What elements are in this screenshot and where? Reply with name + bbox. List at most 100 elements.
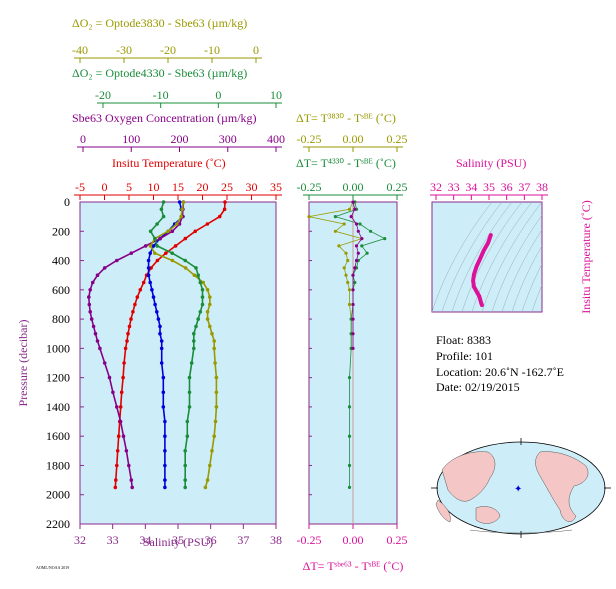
do2_3830-profile-point <box>208 463 212 468</box>
delta-t-point-1 <box>358 222 362 226</box>
oxygen-profile-point <box>87 295 91 299</box>
salinity-profile-point <box>156 317 161 321</box>
temperature-axis-label: Insitu Temperature (˚C) <box>112 156 226 170</box>
do2_4330-profile-point <box>200 302 205 307</box>
salinity-profile-point <box>163 449 167 453</box>
delta-t-point-0 <box>342 222 346 226</box>
temperature-profile-point <box>127 324 132 329</box>
pressure-tick-label: 1200 <box>46 371 70 385</box>
temperature-profile-point <box>149 266 153 270</box>
do2-4330-axis-label: ΔO₂ = Optode4330 - Sbe63 (µm/kg) <box>72 66 247 80</box>
do2_3830-profile-point <box>213 361 217 365</box>
ts-temperature-tick-label: 5 <box>552 289 558 303</box>
temperature-profile-point <box>116 434 121 439</box>
dt-4330-axis-label: ΔT= T⁴³³⁰ - Tˢᴮᴱ (˚C) <box>296 156 396 170</box>
header-axes: -40 -30 -20 -10 0-20 -10 0 100 100 200 300 400-5 0 5 1… <box>72 43 548 200</box>
do2_3830-profile-point <box>179 214 183 219</box>
temperature-profile-point <box>129 317 133 321</box>
delta-t-series <box>307 200 387 489</box>
delta-t-point-2 <box>353 266 357 270</box>
do2_3830-profile-point <box>208 295 212 299</box>
pressure-tick-label: 2200 <box>46 517 70 531</box>
salinity-profile-point <box>161 375 166 380</box>
oxygen-profile-point <box>111 390 115 395</box>
salinity-profile-point <box>177 200 182 204</box>
salinity-profile-point <box>163 485 167 490</box>
delta-t-point-1 <box>347 485 352 489</box>
salinity-top-axis-tick-label: 32 <box>430 180 442 194</box>
temperature-axis-tick-label: 30 <box>246 180 258 194</box>
delta-t-point-0 <box>337 244 341 248</box>
do2_4330-profile-point <box>194 324 198 329</box>
salinity-profile-point <box>146 273 151 278</box>
do2_4330-profile-point <box>170 251 174 255</box>
ts-temperature-axis-label: Insitu Temperature (˚C) <box>579 200 593 314</box>
delta-t-point-1 <box>333 215 337 219</box>
salinity-top-axis-label: Salinity (PSU) <box>456 156 526 170</box>
oxygen-profile-point <box>90 280 95 285</box>
salinity-top-axis-tick-label: 38 <box>536 180 548 194</box>
dt-3830-axis-tick-label: 0.00 <box>343 132 364 146</box>
oxygen-profile-point <box>130 485 134 490</box>
do2_3830-profile-point <box>212 339 216 343</box>
do2_3830-profile-point <box>214 375 219 380</box>
do2_4330-profile-point <box>183 478 187 482</box>
delta-t-point-1 <box>347 405 352 409</box>
delta-t-point-0 <box>333 229 337 233</box>
temperature-profile-point <box>138 288 143 292</box>
salinity-profile-point <box>148 280 152 285</box>
oxygen-axis-tick-label: 400 <box>267 132 285 146</box>
oxygen-axis-tick-label: 300 <box>219 132 237 146</box>
salinity-tick-label: 35 <box>172 533 184 547</box>
salinity-profile-point <box>163 434 167 439</box>
salinity-profile-point <box>155 310 159 314</box>
delta-t-point-1 <box>360 244 364 248</box>
do2_3830-profile-point <box>183 266 188 270</box>
delta-t-point-2 <box>349 215 353 219</box>
temperature-axis-tick-label: 5 <box>126 180 132 194</box>
delta-t-point-2 <box>356 229 360 233</box>
pressure-tick-label: 0 <box>64 195 70 209</box>
do2_4330-profile-point <box>183 258 187 263</box>
salinity-tick-label: 32 <box>74 533 86 547</box>
salinity-profile-point <box>150 288 154 292</box>
salinity-profile-point <box>158 324 162 329</box>
delta-t-point-2 <box>351 200 355 204</box>
do2_3830-profile-point <box>203 485 208 490</box>
oxygen-profile-point <box>121 434 126 439</box>
salinity-top-axis-tick-label: 33 <box>448 180 460 194</box>
oxygen-profile-point <box>115 258 119 263</box>
temperature-axis-tick-label: 20 <box>197 180 209 194</box>
delta-t-point-0 <box>346 258 350 263</box>
ts-temperature-tick-label: 30 <box>552 211 564 225</box>
profile-panel <box>79 201 277 525</box>
salinity-profile-point <box>158 331 162 336</box>
oxygen-profile-point <box>102 266 107 270</box>
do2_3830-profile-point <box>208 324 212 329</box>
do2_4330-profile-point <box>183 463 187 468</box>
delta-t-point-1 <box>347 376 352 380</box>
delta-t-tick-label: 0.25 <box>387 533 408 547</box>
salinity-profile-point <box>151 244 156 248</box>
temperature-axis-tick-label: -5 <box>75 180 85 194</box>
delta-t-point-0 <box>347 207 352 211</box>
oxygen-profile-point <box>89 317 94 321</box>
do2_3830-profile-point <box>192 273 197 278</box>
do2-3830-axis-tick-label: -30 <box>116 43 132 57</box>
salinity-profile-point <box>148 251 152 255</box>
salinity-axis-label: Salinity (PSU) <box>143 535 213 549</box>
delta-t-point-0 <box>307 215 311 219</box>
oxygen-profile-point <box>95 273 100 278</box>
do2_4330-profile-point <box>196 317 200 321</box>
map-land-africa <box>435 499 451 523</box>
do2_3830-profile-point <box>181 200 186 204</box>
world-map: ✦ <box>431 438 611 538</box>
do2_4330-profile-point <box>161 200 166 204</box>
delta-t-point-0 <box>342 266 346 270</box>
do2-3830-axis-tick-label: 0 <box>253 43 259 57</box>
oxygen-profile-point <box>88 310 92 314</box>
ts-temperature-tick-label: 20 <box>552 242 564 256</box>
ts-density-contour <box>541 311 542 312</box>
